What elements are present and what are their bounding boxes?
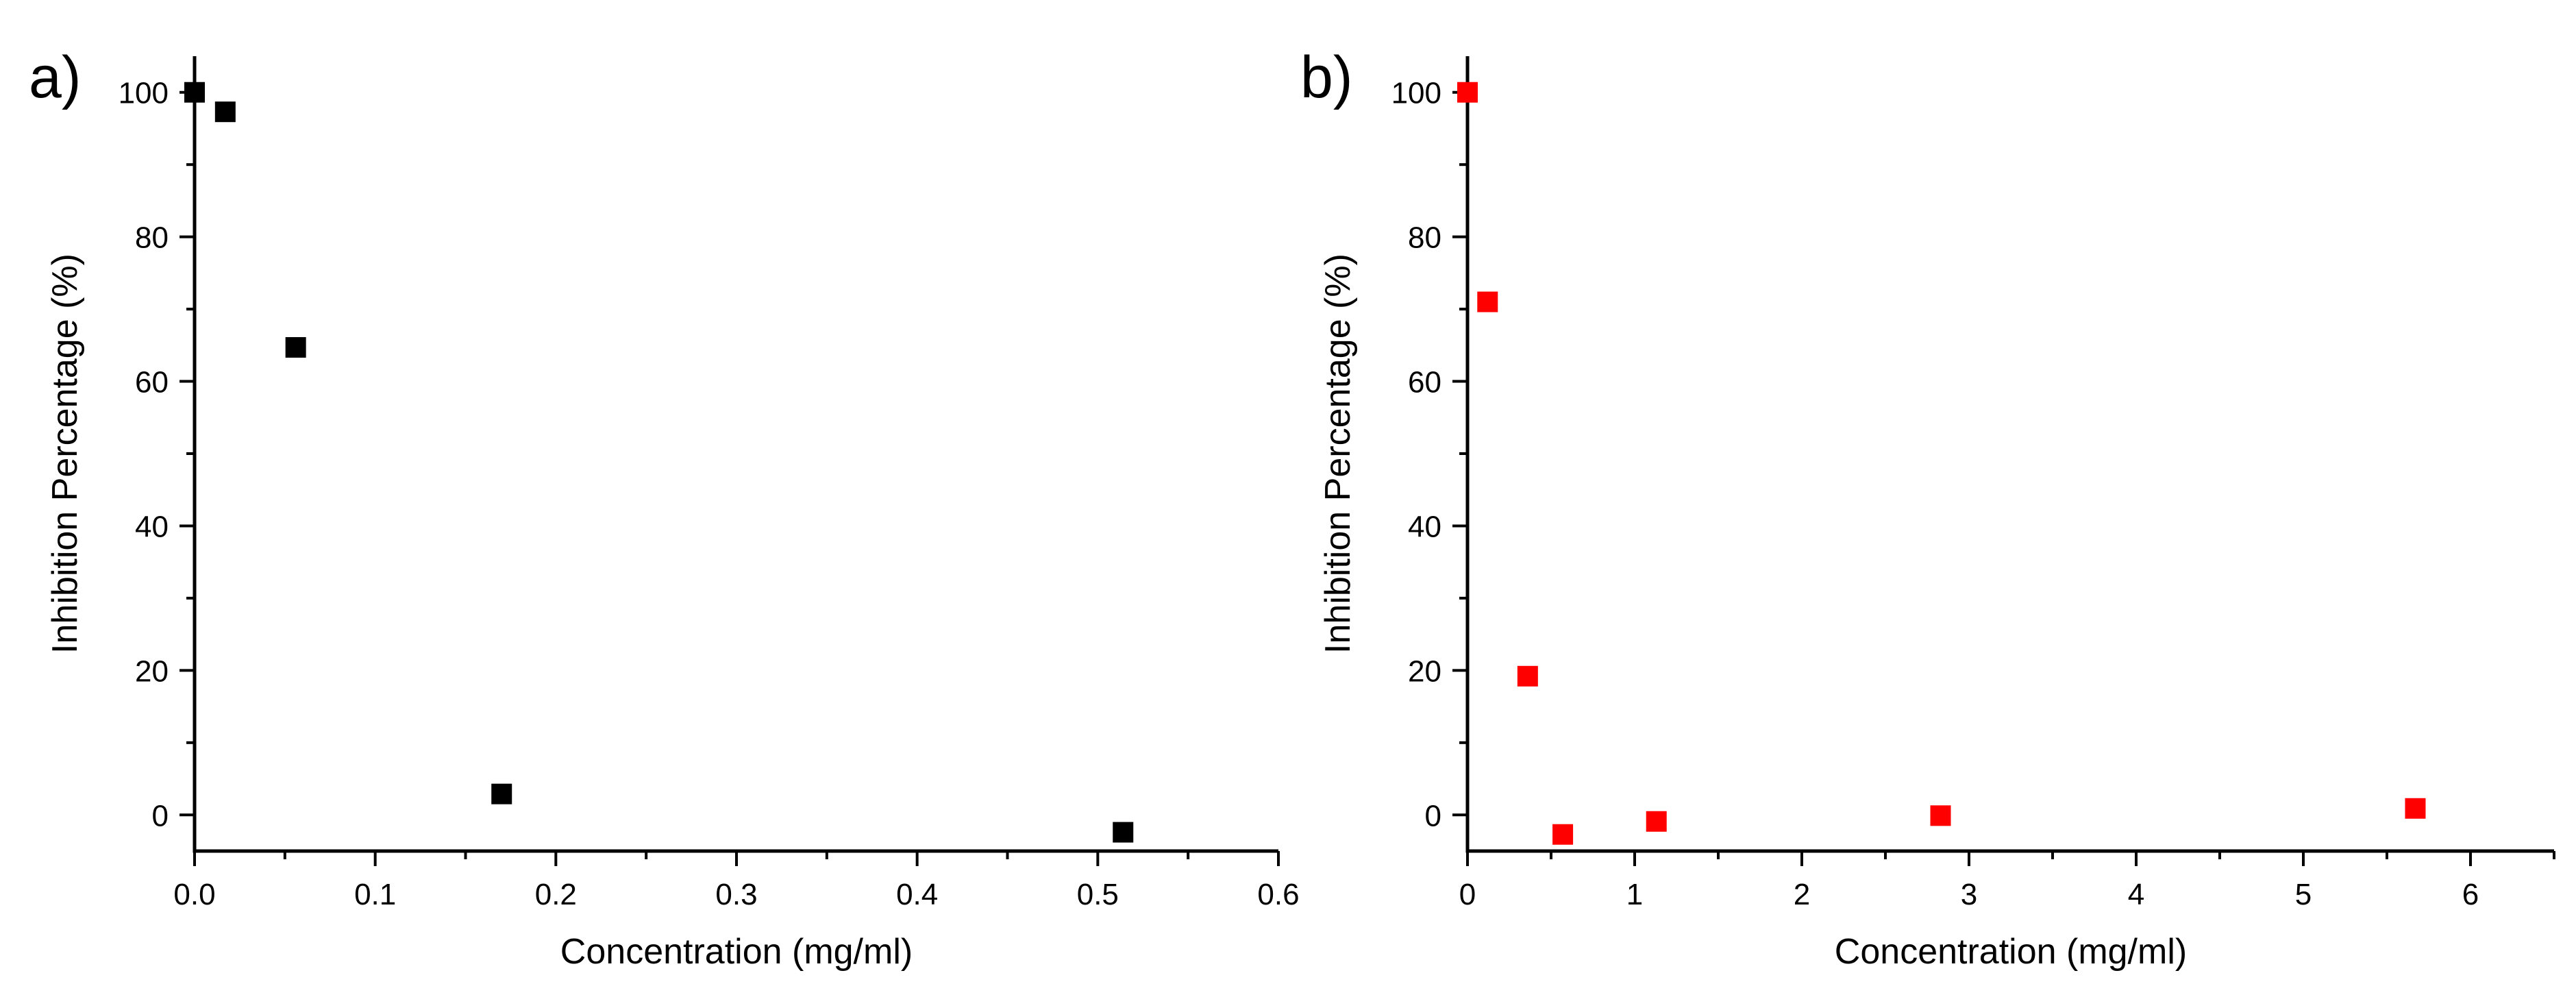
y-axis-title: Inhibition Percentage (%)	[45, 254, 85, 654]
data-point	[1552, 824, 1574, 845]
x-axis-title: Concentration (mg/ml)	[560, 932, 913, 972]
data-point	[1930, 805, 1951, 826]
x-tick-label: 0.5	[1077, 878, 1119, 911]
x-axis-title: Concentration (mg/ml)	[1835, 932, 2187, 972]
y-tick-label: 80	[1408, 221, 1441, 255]
panel-label: a)	[29, 45, 81, 110]
x-tick-label: 0.0	[173, 878, 215, 911]
y-tick-label: 0	[152, 799, 169, 833]
x-tick-label: 0.2	[535, 878, 577, 911]
data-point	[184, 82, 205, 103]
data-point	[1646, 811, 1667, 832]
y-tick-label: 60	[135, 366, 169, 399]
y-axis-title: Inhibition Percentage (%)	[1318, 254, 1358, 654]
x-tick-label: 6	[2462, 878, 2479, 911]
y-tick-label: 40	[1408, 510, 1441, 543]
x-tick-label: 4	[2128, 878, 2144, 911]
data-point	[1517, 665, 1538, 687]
y-tick-label: 80	[135, 221, 169, 255]
panel-label: b)	[1300, 45, 1352, 110]
data-point	[1457, 82, 1478, 103]
y-tick-label: 20	[1408, 654, 1441, 688]
data-point	[2405, 798, 2426, 819]
y-tick-label: 20	[135, 654, 169, 688]
y-tick-label: 0	[1425, 799, 1441, 833]
data-point	[1113, 822, 1134, 843]
y-tick-label: 100	[119, 77, 169, 110]
x-tick-label: 2	[1794, 878, 1810, 911]
data-point	[1477, 291, 1498, 312]
x-tick-label: 1	[1626, 878, 1643, 911]
y-tick-label: 40	[135, 510, 169, 543]
x-tick-label: 0.3	[715, 878, 757, 911]
x-tick-label: 0.6	[1257, 878, 1299, 911]
data-point	[491, 783, 512, 804]
x-tick-label: 0	[1459, 878, 1476, 911]
data-point	[214, 101, 236, 123]
x-tick-label: 0.4	[896, 878, 938, 911]
x-tick-label: 0.1	[354, 878, 396, 911]
data-point	[285, 336, 306, 358]
x-tick-label: 5	[2295, 878, 2312, 911]
x-tick-label: 3	[1961, 878, 1977, 911]
chart-panel-a: 0.0 0.1 0.2 0.3 0.4 0.5 0.6 0 20 40 60 80 100 Concent…	[29, 45, 1300, 972]
y-tick-label: 60	[1408, 366, 1441, 399]
y-tick-label: 100	[1391, 77, 1441, 110]
